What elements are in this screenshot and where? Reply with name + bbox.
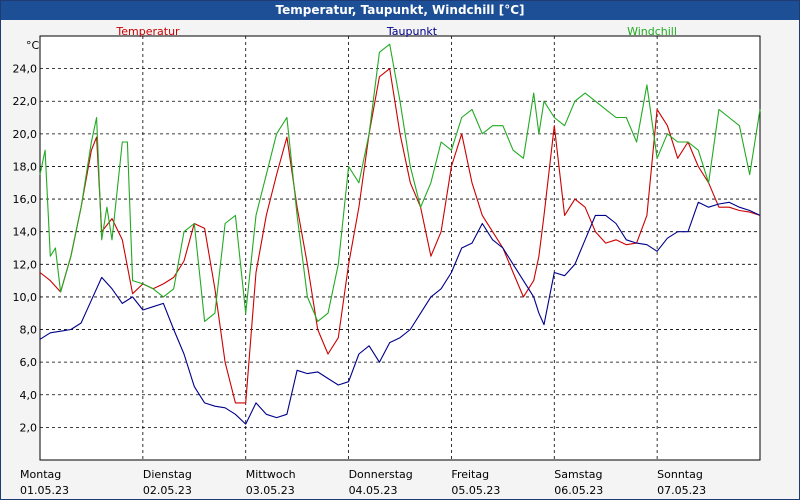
y-tick-label: 12,0 [13, 258, 38, 271]
y-tick-label: 8,0 [20, 324, 38, 337]
x-day-label: Mittwoch [246, 468, 296, 481]
plot-area [39, 35, 761, 461]
y-tick-label: 6,0 [20, 356, 38, 369]
x-day-label: Donnerstag [349, 468, 413, 481]
series-lines [39, 43, 761, 425]
y-axis-ticks: 2,0 4,0 6,0 8,0 10,0 12,0 14,0 16,0 18,0 20,0 22,0… [13, 63, 38, 435]
x-date-label: 03.05.23 [246, 484, 295, 497]
x-day-label: Freitag [451, 468, 489, 481]
legend-windchill: Windchill [627, 25, 677, 38]
x-date-label: 04.05.23 [349, 484, 398, 497]
series-line-taupunkt [39, 201, 761, 425]
y-tick-label: 20,0 [13, 128, 38, 141]
x-axis-ticks: Montag 01.05.23 Dienstag 02.05.23 Mittwoch 03… [20, 468, 706, 497]
x-date-label: 07.05.23 [657, 484, 706, 497]
x-date-label: 06.05.23 [554, 484, 603, 497]
chart-title: Temperatur, Taupunkt, Windchill [°C] [1, 1, 799, 20]
x-day-label: Samstag [554, 468, 602, 481]
legend-taupunkt: Taupunkt [386, 25, 438, 38]
y-tick-label: 24,0 [13, 63, 38, 76]
x-date-label: 01.05.23 [20, 484, 69, 497]
x-date-label: 05.05.23 [451, 484, 500, 497]
series-line-windchill [39, 43, 761, 322]
x-day-label: Dienstag [143, 468, 192, 481]
y-tick-label: 14,0 [13, 226, 38, 239]
x-date-label: 02.05.23 [143, 484, 192, 497]
legend: Temperatur Taupunkt Windchill [115, 25, 677, 38]
y-tick-label: 2,0 [20, 421, 38, 434]
legend-temperatur: Temperatur [115, 25, 180, 38]
grid-lines [40, 36, 760, 460]
x-day-label: Montag [20, 468, 61, 481]
y-tick-label: 4,0 [20, 389, 38, 402]
y-tick-label: 22,0 [13, 95, 38, 108]
y-tick-label: 16,0 [13, 193, 38, 206]
x-day-label: Sonntag [657, 468, 703, 481]
y-tick-label: 10,0 [13, 291, 38, 304]
y-axis-label: °C [26, 39, 40, 52]
y-tick-label: 18,0 [13, 160, 38, 173]
